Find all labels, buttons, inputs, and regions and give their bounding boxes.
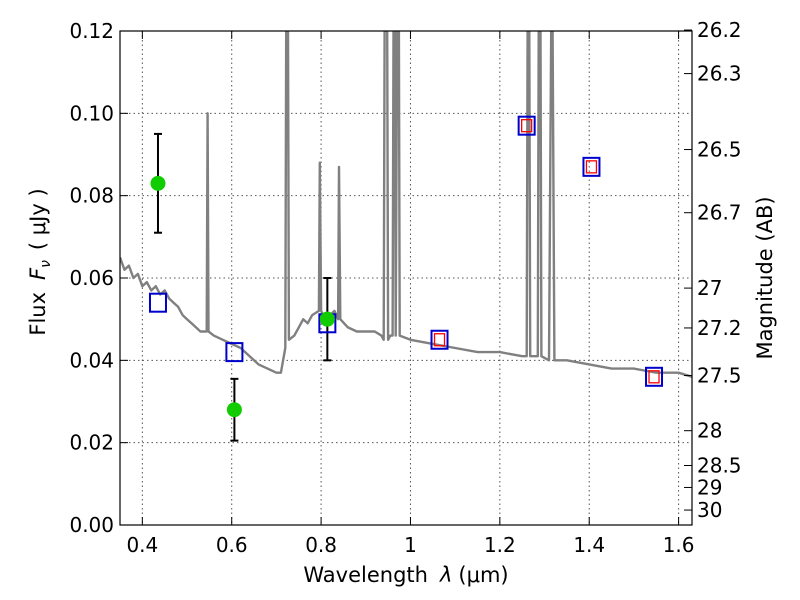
y-axis-label: FluxFν( μJy ) [26, 188, 54, 335]
x-tick-label: 1.6 [663, 533, 695, 557]
y2-tick-label: 29 [697, 475, 722, 499]
x-axis-label: Wavelength λ (μm) [303, 563, 508, 587]
model-photometry-square [517, 115, 536, 136]
data-points-layer [148, 115, 664, 442]
axis-ticks: 0.4 0.6 0.8 1 1.2 1.4 1.6 0.00 0.02 0.04 0.06 0.08 0… [69, 18, 741, 557]
x-tick-label: 1.4 [573, 533, 605, 557]
y2-tick-label: 30 [697, 498, 722, 522]
x-tick-label: 1.2 [484, 533, 516, 557]
x-tick-label: 0.4 [126, 533, 158, 557]
model-photometry-square [148, 292, 167, 313]
model-photometry-square [645, 366, 664, 387]
x-tick-label: 0.8 [305, 533, 337, 557]
y-tick-label: 0.00 [69, 513, 114, 537]
y2-tick-label: 27.2 [697, 316, 742, 340]
y-tick-label: 0.12 [69, 19, 114, 43]
y2-tick-label: 27.5 [697, 364, 742, 388]
x-tick-label: 0.6 [216, 533, 248, 557]
model-spectrum-layer [120, 31, 692, 378]
y-tick-label: 0.10 [69, 101, 114, 125]
y2-tick-label: 26.5 [697, 138, 742, 162]
model-photometry-inner-square [433, 333, 446, 347]
y2-tick-label: 26.3 [697, 62, 742, 86]
observed-point [150, 175, 166, 191]
y2-tick-label: 26.7 [697, 201, 742, 225]
observed-point [226, 402, 242, 418]
model-photometry-square [225, 342, 244, 363]
y-tick-label: 0.02 [69, 431, 114, 455]
y2-tick-label: 26.2 [697, 18, 742, 42]
y2-tick-label: 28.5 [697, 453, 742, 477]
x-tick-label: 1 [404, 533, 417, 557]
y-tick-label: 0.06 [69, 266, 114, 290]
model-spectrum-line [120, 31, 692, 378]
model-photometry-square [582, 156, 601, 177]
y2-tick-label: 27 [697, 276, 722, 300]
y-tick-label: 0.04 [69, 348, 114, 372]
observed-point [319, 311, 335, 327]
y2-tick-label: 28 [697, 419, 722, 443]
model-photometry-inner-square [648, 370, 660, 384]
y-tick-label: 0.08 [69, 184, 114, 208]
y2-axis-label: Magnitude (AB) [753, 196, 777, 359]
model-photometry-inner-square [585, 160, 598, 174]
model-photometry-square [430, 329, 449, 350]
model-photometry-inner-square [521, 119, 533, 133]
